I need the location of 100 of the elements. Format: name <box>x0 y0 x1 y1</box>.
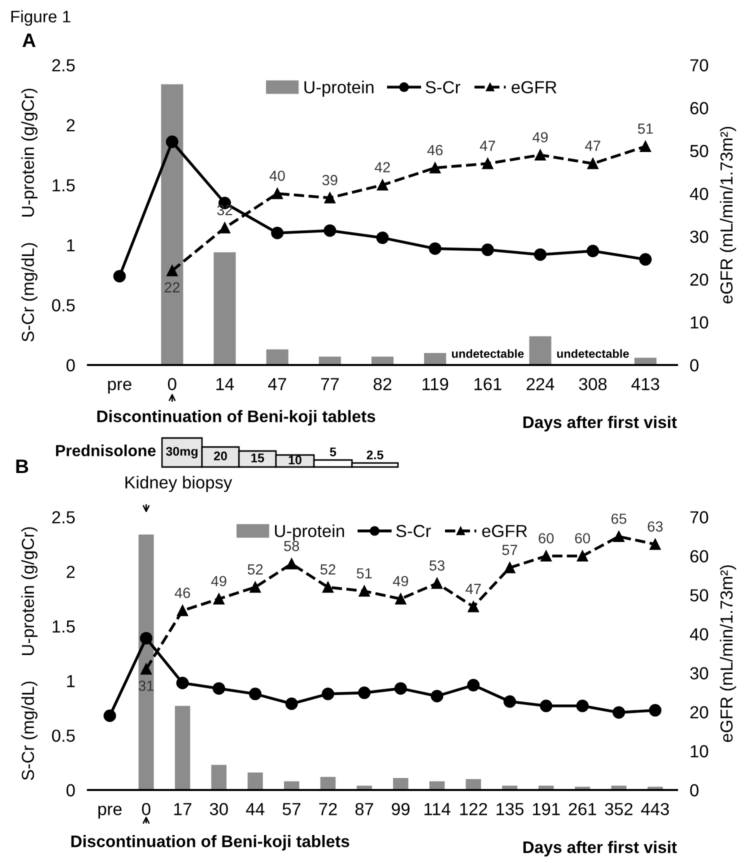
text: Discontinuation of Beni-koji tablets <box>97 410 376 426</box>
data-label: 57 <box>502 544 518 556</box>
data-label: 58 <box>284 540 300 552</box>
point <box>358 686 371 700</box>
text: Prednisolone <box>56 444 156 456</box>
data-label: 60 <box>575 533 590 544</box>
data-label: 47 <box>480 140 496 151</box>
point <box>166 136 178 148</box>
y2-tick-label: 70 <box>690 511 708 524</box>
x-tick-label: 161 <box>474 378 502 390</box>
x-tick-label: 0 <box>142 802 150 816</box>
x-tick-label: 44 <box>246 803 264 816</box>
y-tick-label: 0.5 <box>52 299 75 312</box>
point <box>612 706 626 719</box>
x-tick-label: 114 <box>424 803 450 816</box>
data-label: 49 <box>211 576 226 586</box>
bar <box>214 252 236 365</box>
x-tick-label: 77 <box>321 378 339 390</box>
point <box>613 530 624 542</box>
data-label: 49 <box>532 132 548 142</box>
data-label: 39 <box>322 174 338 186</box>
point <box>212 682 226 695</box>
point <box>104 709 116 722</box>
legend-label: S-Cr <box>426 81 460 94</box>
point <box>586 244 600 258</box>
y-tick-label: 1.5 <box>52 179 75 192</box>
y2-tick-label: 30 <box>690 230 708 243</box>
bar <box>248 772 263 790</box>
point <box>166 265 178 276</box>
y2-tick-label: 60 <box>690 102 708 114</box>
chart-title: B <box>16 460 28 474</box>
bar <box>393 778 408 790</box>
bar <box>529 336 552 365</box>
point <box>431 578 443 589</box>
y2-tick-label: 20 <box>690 706 708 718</box>
point <box>219 222 230 234</box>
y2-tick-label: 30 <box>690 667 708 680</box>
y2-tick-label: 10 <box>690 745 708 758</box>
data-label: 65 <box>611 514 626 524</box>
point <box>376 232 389 244</box>
data-label: 53 <box>430 560 445 571</box>
point <box>324 224 336 237</box>
point <box>286 558 298 570</box>
text: 30mg <box>166 446 198 458</box>
x-tick-label: 57 <box>282 803 300 816</box>
annotation: undetectable <box>557 349 629 358</box>
bar <box>138 534 154 790</box>
legend-label: eGFR <box>512 81 556 94</box>
point <box>467 678 480 692</box>
y-tick-label: 1 <box>67 239 75 252</box>
bar <box>211 764 227 790</box>
point <box>650 538 661 550</box>
text: 20 <box>214 452 227 460</box>
text: Kidney biopsy <box>126 476 232 492</box>
x-tick-label: pre <box>98 806 122 819</box>
text: 10 <box>288 456 302 464</box>
y2-tick-label: 60 <box>690 550 708 562</box>
text: 15 <box>251 454 264 462</box>
point <box>176 605 188 616</box>
point <box>504 695 516 708</box>
y-tick-label: 1 <box>67 675 75 688</box>
legend-label: eGFR <box>482 524 527 538</box>
legend-label: S-Cr <box>396 524 431 538</box>
point <box>482 158 494 170</box>
point <box>358 586 370 597</box>
bar <box>424 353 446 365</box>
x-tick-label: 0 <box>168 378 176 390</box>
data-label: 22 <box>164 282 180 292</box>
y2-axis-title: eGFR (mL/min/1.73m²) <box>720 126 736 304</box>
x-tick-label: 99 <box>392 802 410 816</box>
x-tick-label: 352 <box>605 802 632 816</box>
y-tick-label: 2 <box>66 119 75 132</box>
point <box>430 162 441 174</box>
point <box>213 593 224 604</box>
x-tick-label: 443 <box>641 802 669 816</box>
data-label: 63 <box>648 521 663 532</box>
point <box>504 562 516 574</box>
x-tick-label: 119 <box>422 378 448 390</box>
y2-tick-label: 50 <box>690 144 708 158</box>
point <box>250 582 261 593</box>
x-tick-label: 17 <box>174 803 192 816</box>
x-tick-label: 135 <box>496 802 524 816</box>
x-tick-label: 413 <box>631 378 660 390</box>
data-label: 42 <box>374 162 390 172</box>
data-label: 46 <box>174 588 190 598</box>
x-tick-label: 47 <box>268 378 286 390</box>
point <box>272 188 283 200</box>
x-tick-label: pre <box>108 380 132 394</box>
data-label: 51 <box>638 124 653 134</box>
y2-axis-title: eGFR (mL/min/1.73m²) <box>720 565 736 742</box>
y-tick-label: 1.5 <box>52 620 75 633</box>
text: Discontinuation of Beni-koji tablets <box>71 835 350 851</box>
point <box>481 244 494 256</box>
point <box>430 690 444 702</box>
data-label: 51 <box>356 568 372 578</box>
point <box>534 149 546 161</box>
x-axis-title: Days after first visit <box>523 416 677 432</box>
point <box>395 593 406 604</box>
point <box>376 179 388 191</box>
point <box>428 242 442 255</box>
